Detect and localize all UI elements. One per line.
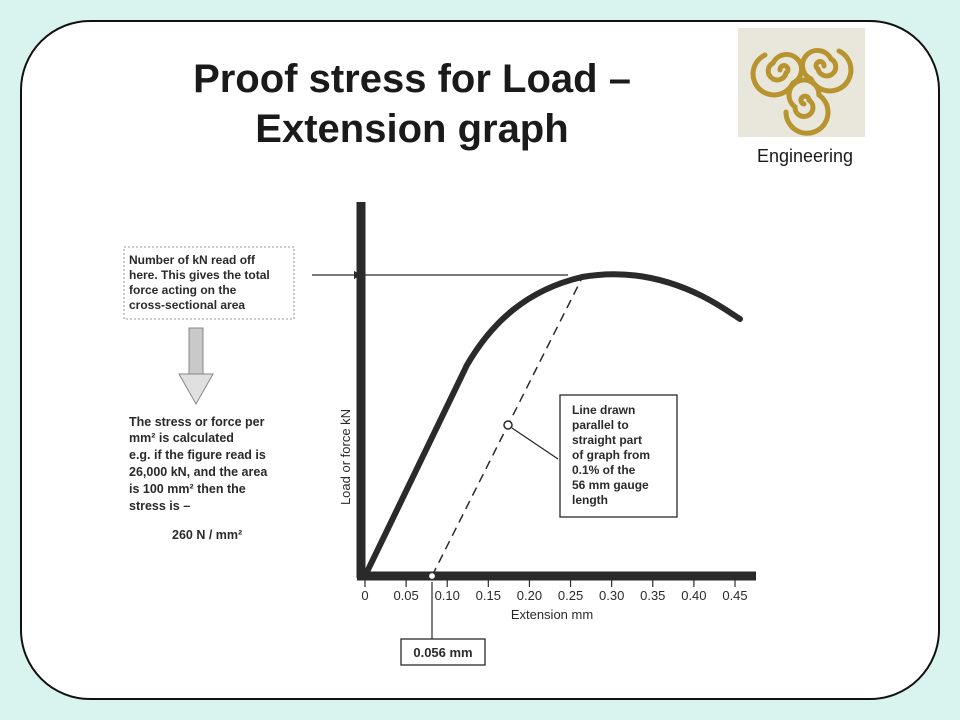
top-note-line: cross-sectional area bbox=[129, 298, 245, 312]
line-note-line: 0.1% of the bbox=[572, 463, 636, 477]
offset-value-box bbox=[400, 638, 486, 666]
slide-title: Proof stress for Load – Extension graph bbox=[102, 54, 722, 154]
down-arrow-icon bbox=[178, 327, 214, 406]
stress-note-line: is 100 mm² then the bbox=[129, 482, 246, 496]
line-note-line: length bbox=[572, 493, 608, 507]
callout-leader bbox=[511, 427, 559, 460]
x-axis-label: Extension mm bbox=[511, 607, 593, 622]
triskele-logo bbox=[738, 28, 865, 137]
line-note: Line drawn parallel to straight part of … bbox=[572, 403, 650, 507]
stress-note-line: The stress or force per bbox=[129, 415, 265, 429]
title-line-1: Proof stress for Load – bbox=[193, 57, 631, 101]
x-tick-label: 0.15 bbox=[476, 588, 501, 603]
line-note-line: Line drawn bbox=[572, 403, 635, 417]
stress-note-line: mm² is calculated bbox=[129, 431, 234, 445]
stress-result: 260 N / mm² bbox=[172, 528, 242, 542]
load-extension-diagram: 0 0.05 0.10 0.15 0.20 0.25 0.30 0.35 0.40 0.45 0.… bbox=[123, 202, 756, 666]
logo-label: Engineering bbox=[756, 146, 854, 166]
line-note-box bbox=[559, 394, 678, 518]
offset-start-point bbox=[427, 571, 437, 581]
stress-note: The stress or force per mm² is calculate… bbox=[129, 415, 268, 542]
slide: Proof stress for Load – Extension graph … bbox=[20, 20, 940, 700]
offset-value: 0.056 mm bbox=[413, 645, 472, 660]
top-note: Number of kN read off here. This gives t… bbox=[129, 253, 270, 312]
x-tick-label: 0.35 bbox=[640, 588, 665, 603]
top-note-line: Number of kN read off bbox=[129, 253, 256, 267]
x-tick-label: 0.05 bbox=[393, 588, 418, 603]
x-tick-label: 0 bbox=[361, 588, 368, 603]
top-note-line: force acting on the bbox=[129, 283, 237, 297]
x-tick-label: 0.30 bbox=[599, 588, 624, 603]
max-load-arrowhead bbox=[354, 271, 362, 279]
line-note-line: parallel to bbox=[572, 418, 629, 432]
line-note-line: straight part bbox=[572, 433, 642, 447]
x-tick-labels: 0 0.05 0.10 0.15 0.20 0.25 0.30 0.35 0.40 0.45 bbox=[361, 588, 747, 603]
title-line-2: Extension graph bbox=[255, 107, 569, 151]
offset-line-marker bbox=[503, 420, 513, 430]
stress-note-line: stress is – bbox=[129, 499, 190, 513]
x-tick-label: 0.10 bbox=[435, 588, 460, 603]
top-note-box bbox=[123, 246, 295, 320]
x-tick-label: 0.45 bbox=[722, 588, 747, 603]
stress-note-line: 26,000 kN, and the area bbox=[129, 465, 268, 479]
x-tick-label: 0.25 bbox=[558, 588, 583, 603]
stress-note-line: e.g. if the figure read is bbox=[129, 448, 266, 462]
top-note-line: here. This gives the total bbox=[129, 268, 270, 282]
x-tick-marks bbox=[364, 580, 736, 587]
x-tick-label: 0.40 bbox=[681, 588, 706, 603]
line-note-line: of graph from bbox=[572, 448, 650, 462]
x-tick-label: 0.20 bbox=[517, 588, 542, 603]
y-axis-label: Load or force kN bbox=[338, 409, 353, 505]
line-note-line: 56 mm gauge bbox=[572, 478, 649, 492]
load-extension-curve bbox=[363, 271, 743, 577]
